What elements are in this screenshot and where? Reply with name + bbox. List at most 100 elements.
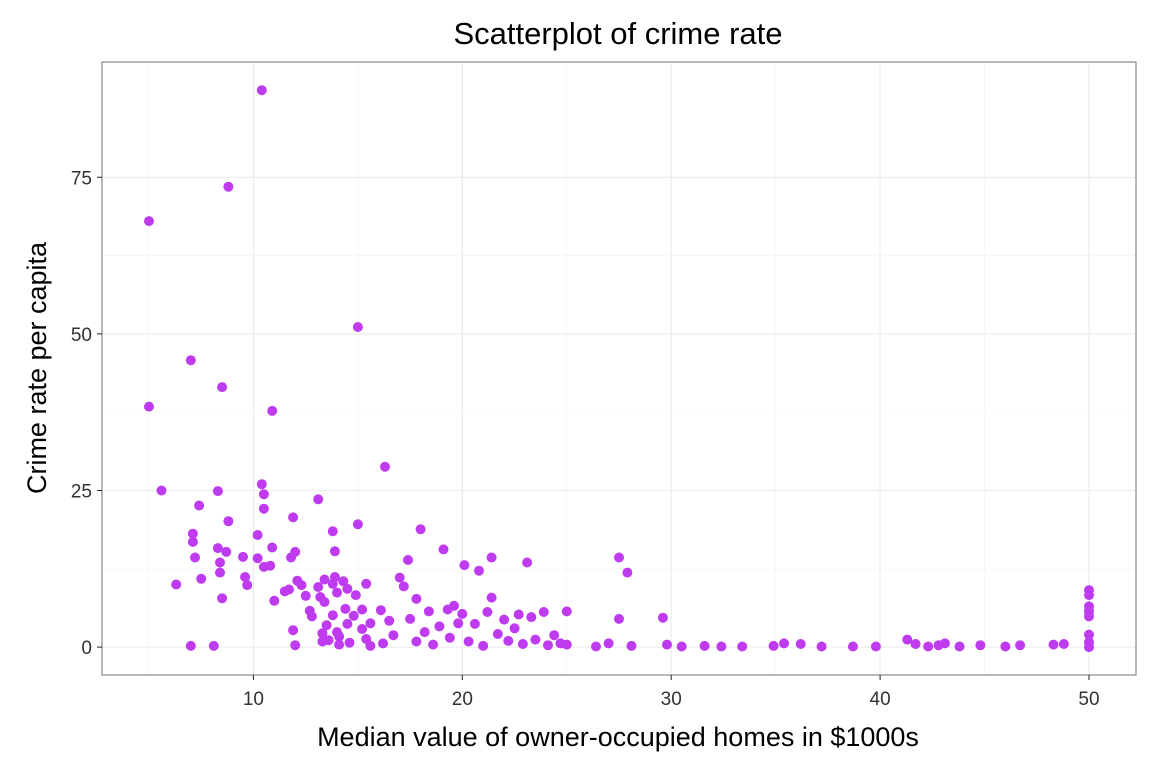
data-point <box>474 565 484 576</box>
data-point <box>357 604 368 615</box>
data-point <box>319 574 330 585</box>
data-point <box>265 560 276 571</box>
data-point <box>530 634 541 645</box>
x-tick-label: 30 <box>661 689 682 710</box>
y-axis-title: Crime rate per capita <box>22 241 52 494</box>
data-point <box>334 631 345 642</box>
data-point <box>509 623 520 634</box>
data-point <box>411 593 422 604</box>
data-point <box>194 500 205 511</box>
plot-panel-border <box>101 61 1137 676</box>
data-point <box>394 572 405 583</box>
x-tick-label: 20 <box>452 689 473 710</box>
data-point <box>288 512 299 523</box>
data-point <box>144 401 154 412</box>
data-point <box>816 641 827 652</box>
data-point <box>258 503 269 514</box>
data-point <box>543 640 553 651</box>
data-point <box>870 641 881 652</box>
data-point <box>215 557 225 568</box>
data-point <box>1084 637 1094 648</box>
x-tick-label: 10 <box>243 689 264 710</box>
data-point <box>217 382 228 393</box>
data-point <box>492 629 503 639</box>
data-point <box>242 580 253 591</box>
data-point <box>269 595 280 606</box>
data-point <box>411 636 422 647</box>
y-tick-label: 25 <box>71 482 92 503</box>
y-tick-label: 75 <box>71 168 92 189</box>
data-point <box>306 611 317 622</box>
data-point <box>350 590 361 601</box>
data-point <box>1084 585 1094 596</box>
data-point <box>288 625 299 636</box>
data-point <box>716 641 727 652</box>
data-point <box>252 553 263 564</box>
data-point <box>591 641 601 652</box>
data-point <box>626 640 637 651</box>
data-point <box>522 557 533 568</box>
data-point <box>459 560 470 571</box>
data-point <box>405 613 416 624</box>
data-point <box>1084 601 1094 612</box>
x-axis-title: Median value of owner-occupied homes in … <box>317 722 919 752</box>
data-point <box>338 576 349 587</box>
data-point <box>329 572 340 582</box>
data-point <box>340 603 351 614</box>
data-point <box>217 593 228 604</box>
data-point <box>503 635 514 646</box>
data-point <box>317 628 328 639</box>
data-point <box>444 632 455 643</box>
data-point <box>975 640 986 651</box>
data-point <box>187 536 198 547</box>
data-point <box>513 609 524 620</box>
data-point <box>384 615 395 626</box>
data-point <box>486 592 497 603</box>
data-point <box>365 640 376 651</box>
data-point <box>144 216 154 227</box>
data-point <box>398 581 409 592</box>
data-point <box>223 516 234 527</box>
data-point <box>212 486 223 497</box>
data-point <box>486 552 497 563</box>
data-point <box>223 181 234 192</box>
data-point <box>388 630 399 641</box>
data-point <box>538 607 549 617</box>
data-point <box>438 544 449 555</box>
data-point <box>290 546 301 557</box>
data-point <box>657 612 668 623</box>
data-point <box>296 580 307 591</box>
data-point <box>187 528 198 539</box>
data-point <box>676 641 687 652</box>
data-point <box>342 583 353 594</box>
data-point <box>561 606 572 617</box>
data-point <box>1048 639 1059 650</box>
data-point <box>662 639 672 650</box>
y-tick-label: 50 <box>71 325 92 346</box>
data-point <box>156 485 167 496</box>
data-point <box>526 612 537 623</box>
data-point <box>221 546 232 557</box>
data-point <box>185 355 196 366</box>
data-point <box>415 524 426 535</box>
data-point <box>361 578 372 589</box>
data-point <box>212 543 223 554</box>
data-point <box>267 405 278 416</box>
grid-lines <box>102 62 1136 675</box>
data-point <box>190 552 200 563</box>
data-point <box>365 618 376 629</box>
data-point <box>256 479 267 490</box>
data-point <box>482 607 493 617</box>
data-point <box>1058 639 1069 649</box>
data-point <box>284 584 294 595</box>
data-point <box>267 542 278 553</box>
data-point <box>352 322 363 332</box>
data-point <box>423 606 434 617</box>
data-point <box>795 639 806 649</box>
data-point <box>327 610 338 621</box>
data-point <box>352 519 363 530</box>
data-point <box>258 489 269 500</box>
data-point <box>215 567 225 578</box>
data-point <box>463 636 474 647</box>
data-point <box>256 85 267 96</box>
